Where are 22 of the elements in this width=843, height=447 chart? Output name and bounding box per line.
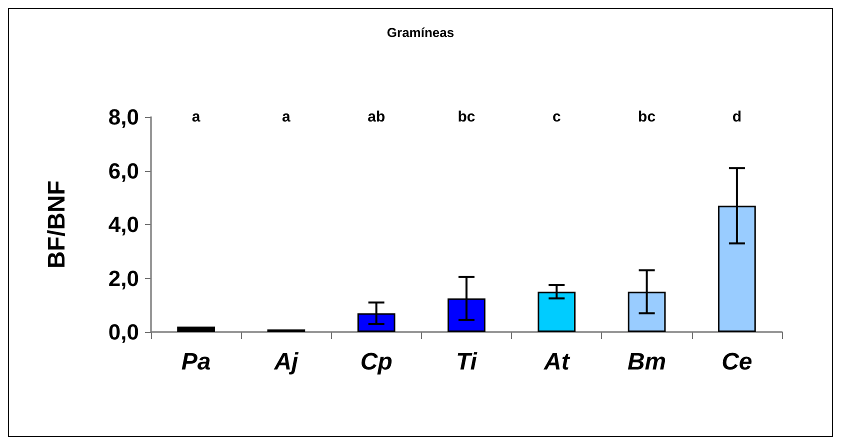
x-tick-label: Ti bbox=[456, 348, 478, 376]
y-tick-label: 4,0 bbox=[108, 212, 139, 237]
annotation: d bbox=[732, 108, 742, 126]
annotation: a bbox=[282, 108, 292, 126]
x-tick-label: Aj bbox=[273, 348, 300, 376]
chart-title: Gramíneas bbox=[386, 25, 454, 40]
annotation: ab bbox=[368, 108, 386, 126]
x-tick-label: Pa bbox=[181, 348, 211, 376]
y-axis-title: BF/BNF bbox=[44, 180, 70, 268]
y-tick-label: 8,0 bbox=[108, 104, 139, 130]
x-tick-label: Bm bbox=[627, 348, 666, 376]
x-tick-label: Ce bbox=[722, 348, 752, 376]
y-tick-label: 0,0 bbox=[108, 320, 139, 344]
bar bbox=[177, 326, 215, 332]
y-tick-label: 6,0 bbox=[108, 158, 139, 184]
x-tick-label: Cp bbox=[360, 348, 392, 376]
annotation: bc bbox=[638, 108, 656, 126]
annotation: c bbox=[552, 108, 561, 126]
annotation: bc bbox=[458, 108, 476, 126]
annotation: a bbox=[192, 108, 201, 126]
y-tick-label: 2,0 bbox=[108, 266, 139, 291]
x-tick-label: At bbox=[542, 348, 570, 376]
